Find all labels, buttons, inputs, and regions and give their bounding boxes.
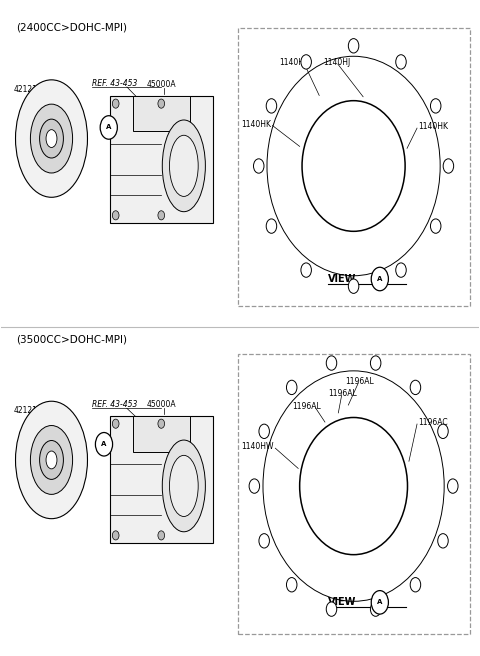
Circle shape [266,98,276,113]
Bar [110,96,213,223]
Circle shape [301,54,312,69]
Text: 1196AC: 1196AC [418,419,448,427]
Text: 1196AL: 1196AL [328,389,357,398]
Circle shape [396,263,406,277]
Ellipse shape [30,426,72,495]
Text: A: A [101,441,107,447]
Circle shape [112,211,119,220]
Circle shape [158,99,165,108]
Text: (2400CC>DOHC-MPI): (2400CC>DOHC-MPI) [16,22,127,32]
Text: 1140HJ: 1140HJ [324,58,351,67]
Bar [238,28,470,306]
Circle shape [158,211,165,220]
Circle shape [259,533,269,548]
Text: 1196AL: 1196AL [292,402,321,411]
Ellipse shape [30,104,72,173]
Text: VIEW: VIEW [328,598,357,607]
Ellipse shape [39,119,63,158]
Circle shape [249,479,260,493]
Circle shape [112,99,119,108]
Bar [238,354,470,634]
Text: 45000A: 45000A [147,80,177,89]
Circle shape [396,54,406,69]
Text: 1140HJ: 1140HJ [280,58,307,67]
Circle shape [100,115,117,139]
Bar [110,416,213,543]
Circle shape [438,424,448,438]
Circle shape [348,39,359,53]
Circle shape [443,159,454,173]
Text: 1140HK: 1140HK [418,122,448,131]
Text: 1140HK: 1140HK [241,119,271,129]
Circle shape [266,219,276,234]
Circle shape [287,380,297,395]
Circle shape [112,419,119,428]
Bar [132,96,190,131]
Text: A: A [106,125,111,131]
Ellipse shape [39,441,63,480]
Circle shape [410,577,420,592]
Text: 42121B: 42121B [13,85,42,94]
Circle shape [371,356,381,370]
Text: 1140HW: 1140HW [241,442,274,451]
Text: VIEW: VIEW [328,274,357,284]
Ellipse shape [169,135,198,196]
Circle shape [447,479,458,493]
Circle shape [158,531,165,540]
Circle shape [287,577,297,592]
Ellipse shape [46,130,57,148]
Ellipse shape [27,419,76,501]
Circle shape [410,380,420,395]
Text: 1196AL: 1196AL [345,377,374,386]
Text: REF. 43-453: REF. 43-453 [92,79,137,87]
Text: (3500CC>DOHC-MPI): (3500CC>DOHC-MPI) [16,335,127,344]
Circle shape [348,279,359,293]
Circle shape [259,424,269,438]
Text: REF. 43-453: REF. 43-453 [92,400,137,409]
Circle shape [301,263,312,277]
Bar [132,416,190,451]
Circle shape [431,98,441,113]
Text: 45000A: 45000A [147,400,177,409]
Text: 42121B: 42121B [13,407,42,415]
Circle shape [431,219,441,234]
Ellipse shape [15,401,87,519]
Ellipse shape [169,455,198,516]
Circle shape [112,531,119,540]
Circle shape [438,533,448,548]
Circle shape [371,602,381,616]
Ellipse shape [15,80,87,197]
Text: A: A [377,276,383,282]
Ellipse shape [162,120,205,212]
Text: A: A [377,600,383,605]
Circle shape [326,356,337,370]
Ellipse shape [46,451,57,469]
Circle shape [371,590,388,614]
Circle shape [253,159,264,173]
Circle shape [158,419,165,428]
Circle shape [96,432,113,456]
Ellipse shape [27,98,76,179]
Ellipse shape [162,440,205,532]
Circle shape [326,602,337,616]
Circle shape [371,267,388,291]
